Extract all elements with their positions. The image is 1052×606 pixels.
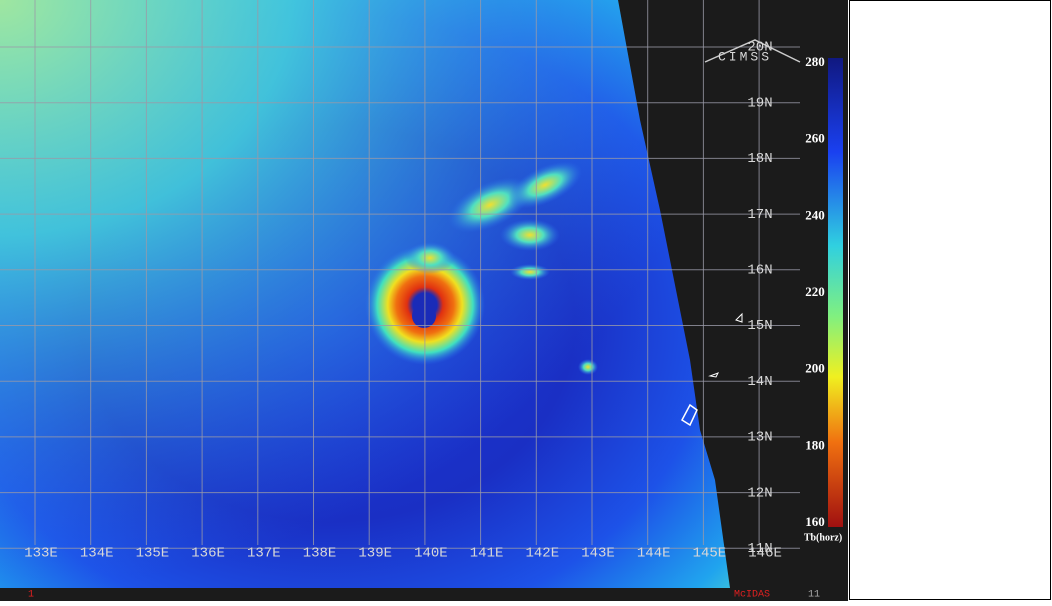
lon-label: 145E	[693, 546, 727, 562]
lon-label: 137E	[247, 546, 281, 562]
lon-label: 139E	[358, 546, 392, 562]
lon-label: 134E	[80, 546, 114, 562]
lat-label: 16N	[747, 263, 772, 279]
colorbar-tick: 240	[805, 207, 825, 222]
footer-bar	[0, 588, 848, 601]
footer-center: McIDAS	[734, 590, 770, 601]
lon-label: 141E	[470, 546, 504, 562]
colorbar-tick: 180	[805, 437, 825, 452]
lon-label: 133E	[24, 546, 58, 562]
cimss-logo: CIMSS	[704, 39, 801, 64]
lat-label: 19N	[747, 95, 772, 111]
lat-label: 13N	[747, 430, 772, 446]
colorbar-tick: 200	[805, 361, 825, 376]
lat-label: 17N	[747, 207, 772, 223]
logo-text: CIMSS	[718, 49, 772, 64]
colorbar-tick: 280	[805, 54, 825, 69]
lon-label: 140E	[414, 546, 448, 562]
lat-label: 12N	[747, 485, 772, 501]
lat-lon-grid	[0, 0, 800, 549]
lat-label: 18N	[747, 151, 772, 167]
lon-label: 146E	[748, 546, 782, 562]
colorbar-label: Tb(horz)	[804, 532, 842, 543]
lon-label: 144E	[637, 546, 671, 562]
lat-label: 14N	[747, 374, 772, 390]
satellite-imagery	[0, 0, 743, 588]
lon-label: 143E	[581, 546, 615, 562]
footer-right: 11	[808, 590, 820, 601]
colorbar	[828, 58, 843, 527]
side-panel	[849, 0, 1051, 600]
footer-left: 1	[28, 590, 34, 601]
lat-label: 20N	[747, 40, 772, 56]
colorbar-tick: 220	[805, 284, 825, 299]
lon-label: 135E	[136, 546, 170, 562]
lon-label: 142E	[525, 546, 559, 562]
lat-label: 15N	[747, 318, 772, 334]
lat-label: 11N	[747, 541, 772, 557]
colorbar-tick: 160	[805, 514, 825, 529]
lon-label: 136E	[191, 546, 225, 562]
colorbar-tick: 260	[805, 131, 825, 146]
lon-label: 138E	[303, 546, 337, 562]
